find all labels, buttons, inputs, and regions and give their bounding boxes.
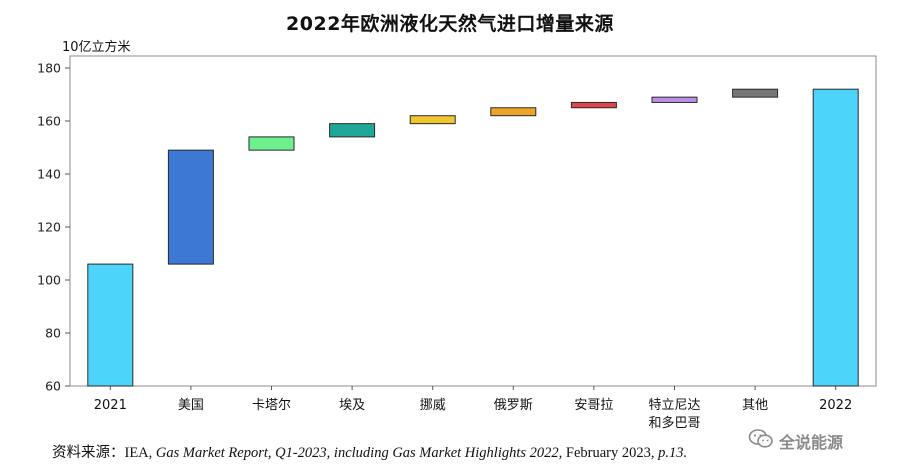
source-note: 资料来源：IEA, Gas Market Report, Q1-2023, in…: [52, 441, 687, 462]
y-tick-label: 80: [45, 326, 61, 341]
x-category-label: 2021: [94, 398, 127, 413]
y-tick-labels: 60 80 100 120 140 160 180: [37, 61, 61, 394]
source-prefix: 资料来源：IEA,: [52, 445, 156, 461]
y-tick-label: 100: [37, 273, 61, 288]
chart-title: 2022年欧洲液化天然气进口增量来源: [286, 13, 614, 35]
x-category-label: 挪威: [420, 398, 446, 413]
y-tick-label: 140: [37, 167, 61, 182]
source-date: February 2023,: [562, 445, 659, 461]
bar-total: [87, 263, 134, 387]
bar-delta: [570, 101, 617, 109]
x-category-label: 卡塔尔: [252, 398, 291, 413]
bar-delta: [329, 123, 376, 138]
x-category-label: 特立尼达: [648, 398, 700, 413]
y-tick-label: 180: [37, 61, 61, 76]
bar-delta: [732, 88, 779, 98]
y-tick-label: 60: [45, 379, 61, 394]
x-category-label: 俄罗斯: [494, 398, 533, 413]
x-category-label: 其他: [742, 398, 768, 413]
bar-total: [812, 88, 859, 387]
plot-frame: [69, 55, 877, 387]
bar-delta: [651, 96, 698, 103]
bar-delta: [167, 149, 214, 265]
bar-delta: [490, 107, 537, 117]
x-category-label: 埃及: [339, 398, 365, 413]
watermark: 全说能源: [748, 426, 898, 456]
watermark-text: 全说能源: [779, 433, 844, 452]
x-category-label: 美国: [178, 398, 204, 413]
wechat-icon: [748, 428, 774, 454]
source-report: Gas Market Report, Q1-2023, including Ga…: [155, 445, 563, 461]
bar-delta: [409, 115, 456, 125]
y-tick-label: 160: [37, 114, 61, 129]
x-category-label: 2022: [819, 398, 852, 413]
chart-axes: [65, 55, 877, 390]
chart-bars: [87, 88, 859, 387]
x-category-label: 和多巴哥: [648, 415, 700, 431]
bar-delta: [248, 136, 295, 151]
y-tick-label: 120: [37, 220, 61, 235]
y-axis-unit-label: 10亿立方米: [62, 40, 131, 55]
x-category-label: 安哥拉: [574, 398, 613, 413]
source-page: p.13.: [658, 445, 688, 461]
